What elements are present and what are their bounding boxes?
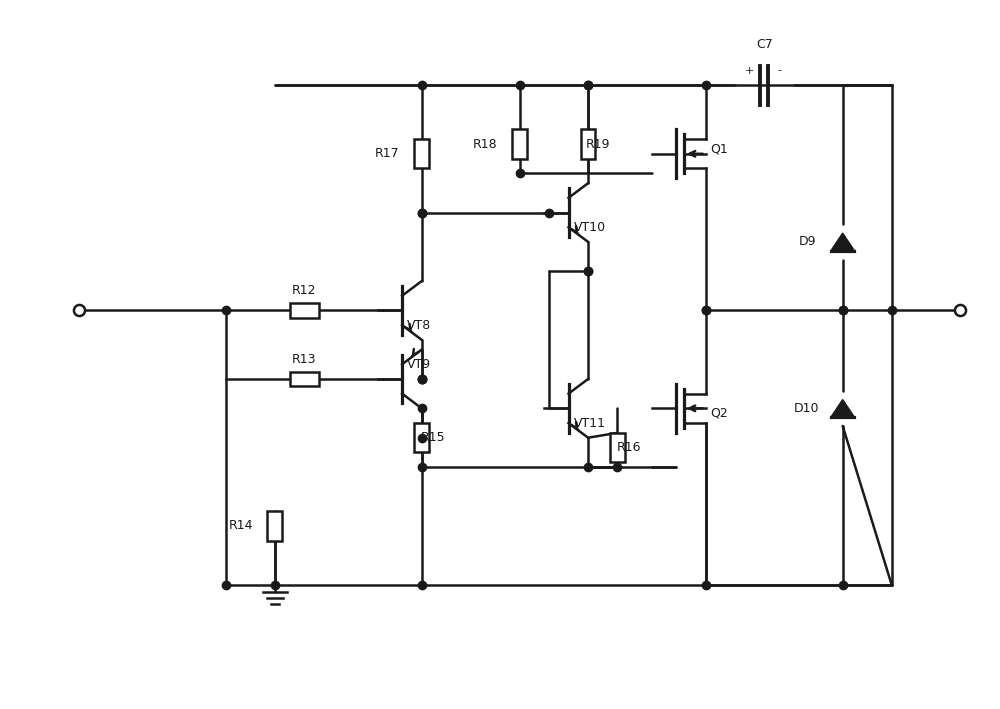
Text: VT8: VT8	[407, 318, 431, 332]
Bar	[414, 423, 429, 452]
Bar	[610, 432, 625, 462]
Text: R14: R14	[228, 519, 253, 532]
Text: Q1: Q1	[710, 143, 728, 155]
Text: -: -	[777, 65, 781, 76]
Bar	[267, 511, 282, 540]
Text: R18: R18	[473, 138, 498, 150]
Bar	[290, 303, 319, 318]
Text: R12: R12	[292, 284, 316, 297]
Text: C7: C7	[756, 38, 773, 51]
Bar	[290, 372, 319, 386]
Text: +: +	[745, 65, 754, 76]
Bar	[581, 129, 595, 159]
Text: VT9: VT9	[407, 358, 431, 371]
Text: R16: R16	[617, 441, 641, 454]
Text: D10: D10	[794, 402, 819, 415]
Text: R17: R17	[375, 147, 400, 160]
Text: R19: R19	[586, 138, 610, 150]
Polygon shape	[831, 233, 854, 251]
Text: R13: R13	[292, 353, 316, 366]
Text: VT10: VT10	[573, 220, 606, 234]
Text: VT11: VT11	[573, 416, 605, 430]
Bar	[512, 129, 527, 159]
Text: D9: D9	[799, 235, 816, 248]
Bar	[414, 139, 429, 169]
Text: Q2: Q2	[710, 407, 728, 420]
Polygon shape	[831, 400, 854, 417]
Text: R15: R15	[421, 431, 446, 445]
